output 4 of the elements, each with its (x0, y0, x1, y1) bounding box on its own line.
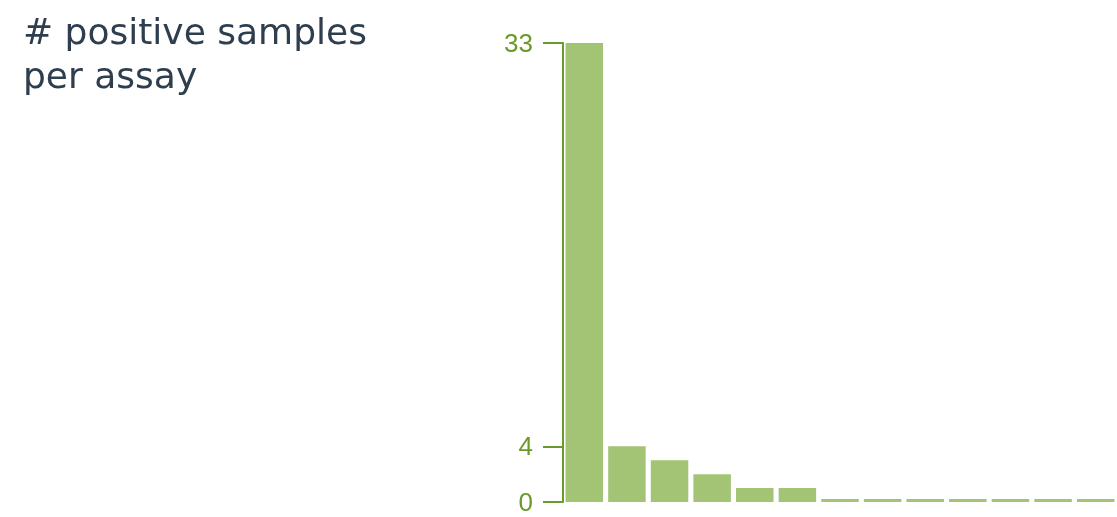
y-tick-label: 4 (518, 431, 533, 462)
y-axis-title: # positive samples per assay (23, 10, 379, 96)
y-tick-label: 0 (518, 487, 533, 517)
y-tick-label: 33 (504, 28, 533, 58)
